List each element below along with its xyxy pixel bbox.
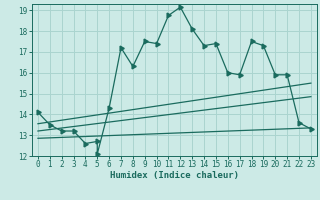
X-axis label: Humidex (Indice chaleur): Humidex (Indice chaleur) [110,171,239,180]
